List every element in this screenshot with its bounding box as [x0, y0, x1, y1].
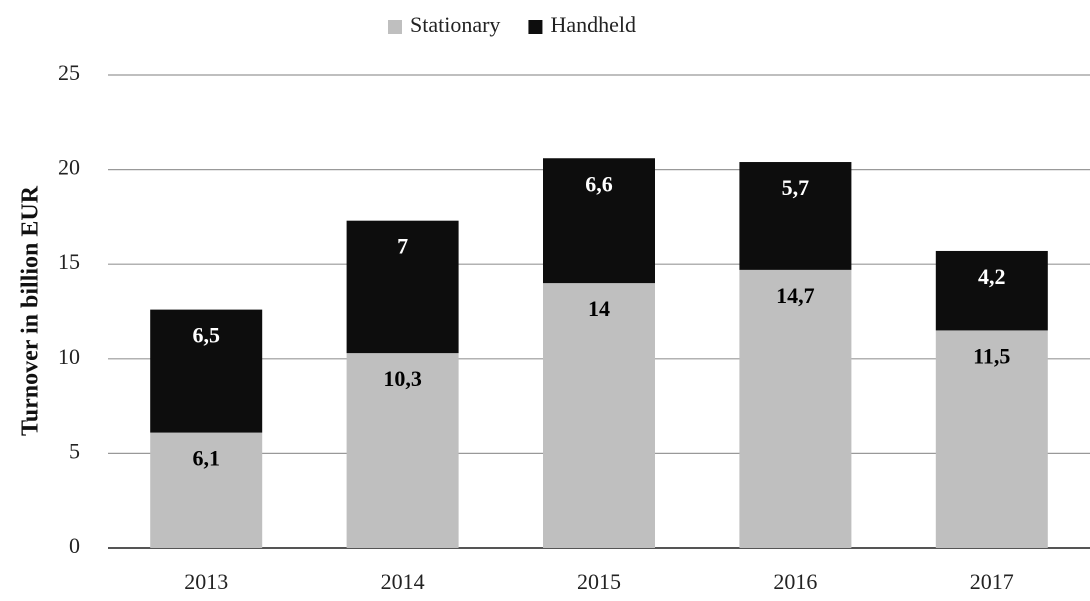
bar-segment [346, 220, 459, 354]
value-label: 14 [588, 296, 610, 321]
y-tick-label: 15 [58, 249, 80, 274]
bar-segment [150, 309, 263, 433]
legend-label: Handheld [550, 12, 636, 37]
x-tick-label: 2017 [970, 569, 1014, 594]
x-tick-label: 2016 [773, 569, 817, 594]
bar-segment [935, 330, 1048, 548]
x-tick-label: 2014 [381, 569, 425, 594]
value-label: 14,7 [776, 283, 815, 308]
y-tick-label: 20 [58, 155, 80, 180]
bar-segment [739, 162, 852, 270]
x-tick-label: 2015 [577, 569, 621, 594]
bar-segment [739, 269, 852, 548]
value-label: 10,3 [383, 366, 422, 391]
legend-swatch [528, 20, 543, 34]
legend-swatch [388, 20, 402, 34]
y-tick-label: 5 [69, 438, 80, 463]
value-label: 6,5 [192, 323, 220, 348]
value-label: 4,2 [978, 264, 1006, 289]
legend-label: Stationary [410, 12, 500, 37]
bar-segment [935, 250, 1048, 331]
value-label: 7 [397, 234, 408, 259]
value-label: 6,1 [192, 446, 220, 471]
y-axis-title: Turnover in billion EUR [18, 185, 44, 436]
y-tick-label: 0 [69, 533, 80, 558]
value-label: 11,5 [973, 343, 1010, 368]
value-label: 5,7 [782, 175, 810, 200]
y-tick-label: 25 [58, 60, 80, 85]
bar-segment [346, 353, 459, 548]
bar-segment [543, 283, 655, 548]
value-label: 6,6 [585, 171, 613, 196]
x-tick-label: 2013 [184, 569, 228, 594]
bar-segment [543, 158, 655, 284]
bar-segment [150, 432, 263, 548]
y-tick-label: 10 [58, 344, 80, 369]
